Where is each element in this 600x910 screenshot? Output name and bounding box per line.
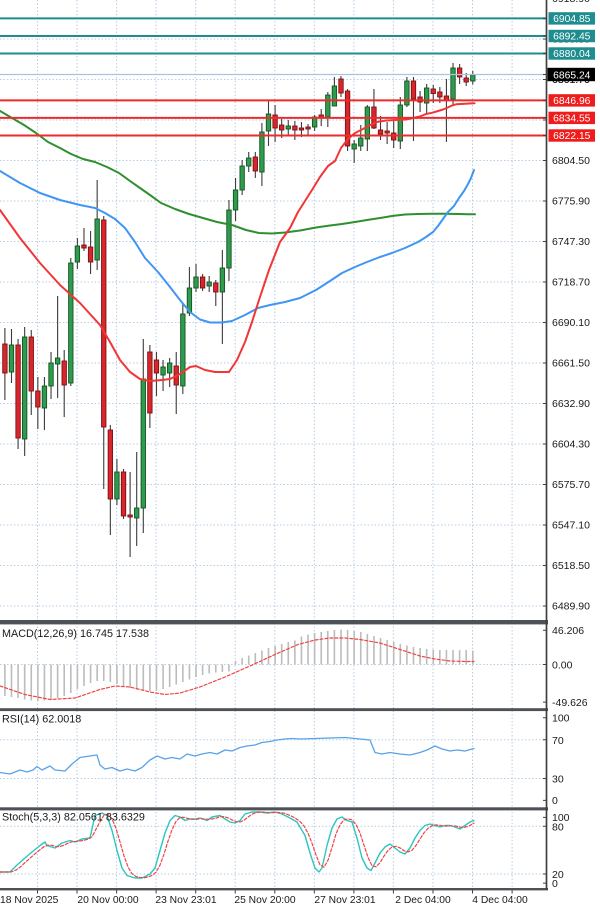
svg-text:6747.30: 6747.30: [552, 236, 590, 248]
svg-text:23 Nov 23:01: 23 Nov 23:01: [155, 895, 217, 906]
svg-text:RSI(14) 62.0018: RSI(14) 62.0018: [2, 714, 81, 726]
svg-text:6718.70: 6718.70: [552, 277, 590, 289]
svg-text:6918.90: 6918.90: [552, 0, 590, 5]
svg-text:6604.30: 6604.30: [552, 439, 590, 451]
svg-text:-49.626: -49.626: [552, 697, 588, 709]
svg-text:6690.10: 6690.10: [552, 317, 590, 329]
svg-text:6632.90: 6632.90: [552, 398, 590, 410]
svg-text:80: 80: [552, 821, 564, 833]
svg-text:70: 70: [552, 735, 564, 747]
svg-text:4 Dec 04:00: 4 Dec 04:00: [472, 895, 528, 906]
svg-text:46.206: 46.206: [552, 625, 584, 637]
svg-text:20: 20: [552, 869, 564, 881]
svg-text:Stoch(5,3,3) 82.0561 83.6329: Stoch(5,3,3) 82.0561 83.6329: [2, 812, 145, 824]
svg-text:6547.10: 6547.10: [552, 520, 590, 532]
svg-text:6865.24: 6865.24: [553, 70, 590, 81]
svg-text:6834.55: 6834.55: [553, 114, 590, 125]
svg-text:MACD(12,26,9) 16.745 17.538: MACD(12,26,9) 16.745 17.538: [2, 628, 149, 640]
svg-text:27 Nov 23:01: 27 Nov 23:01: [314, 895, 376, 906]
svg-text:6904.85: 6904.85: [553, 14, 590, 25]
svg-text:20 Nov 00:00: 20 Nov 00:00: [77, 895, 139, 906]
svg-text:6575.70: 6575.70: [552, 479, 590, 491]
svg-text:2 Dec 04:00: 2 Dec 04:00: [395, 895, 451, 906]
svg-text:0.00: 0.00: [552, 660, 573, 672]
svg-text:6775.90: 6775.90: [552, 196, 590, 208]
svg-text:30: 30: [552, 773, 564, 785]
svg-text:6892.45: 6892.45: [553, 32, 590, 43]
svg-text:6846.96: 6846.96: [553, 96, 590, 107]
svg-text:25 Nov 20:00: 25 Nov 20:00: [234, 895, 296, 906]
svg-text:0: 0: [552, 878, 558, 890]
svg-text:100: 100: [552, 812, 570, 824]
svg-text:0: 0: [552, 795, 558, 807]
svg-text:6822.15: 6822.15: [553, 131, 590, 142]
svg-text:6518.50: 6518.50: [552, 560, 590, 572]
svg-text:18 Nov 2025: 18 Nov 2025: [0, 895, 59, 906]
svg-text:6661.50: 6661.50: [552, 358, 590, 370]
svg-text:100: 100: [552, 712, 570, 724]
svg-text:6804.50: 6804.50: [552, 155, 590, 167]
svg-text:6880.04: 6880.04: [553, 49, 590, 60]
svg-text:6489.90: 6489.90: [552, 601, 590, 613]
